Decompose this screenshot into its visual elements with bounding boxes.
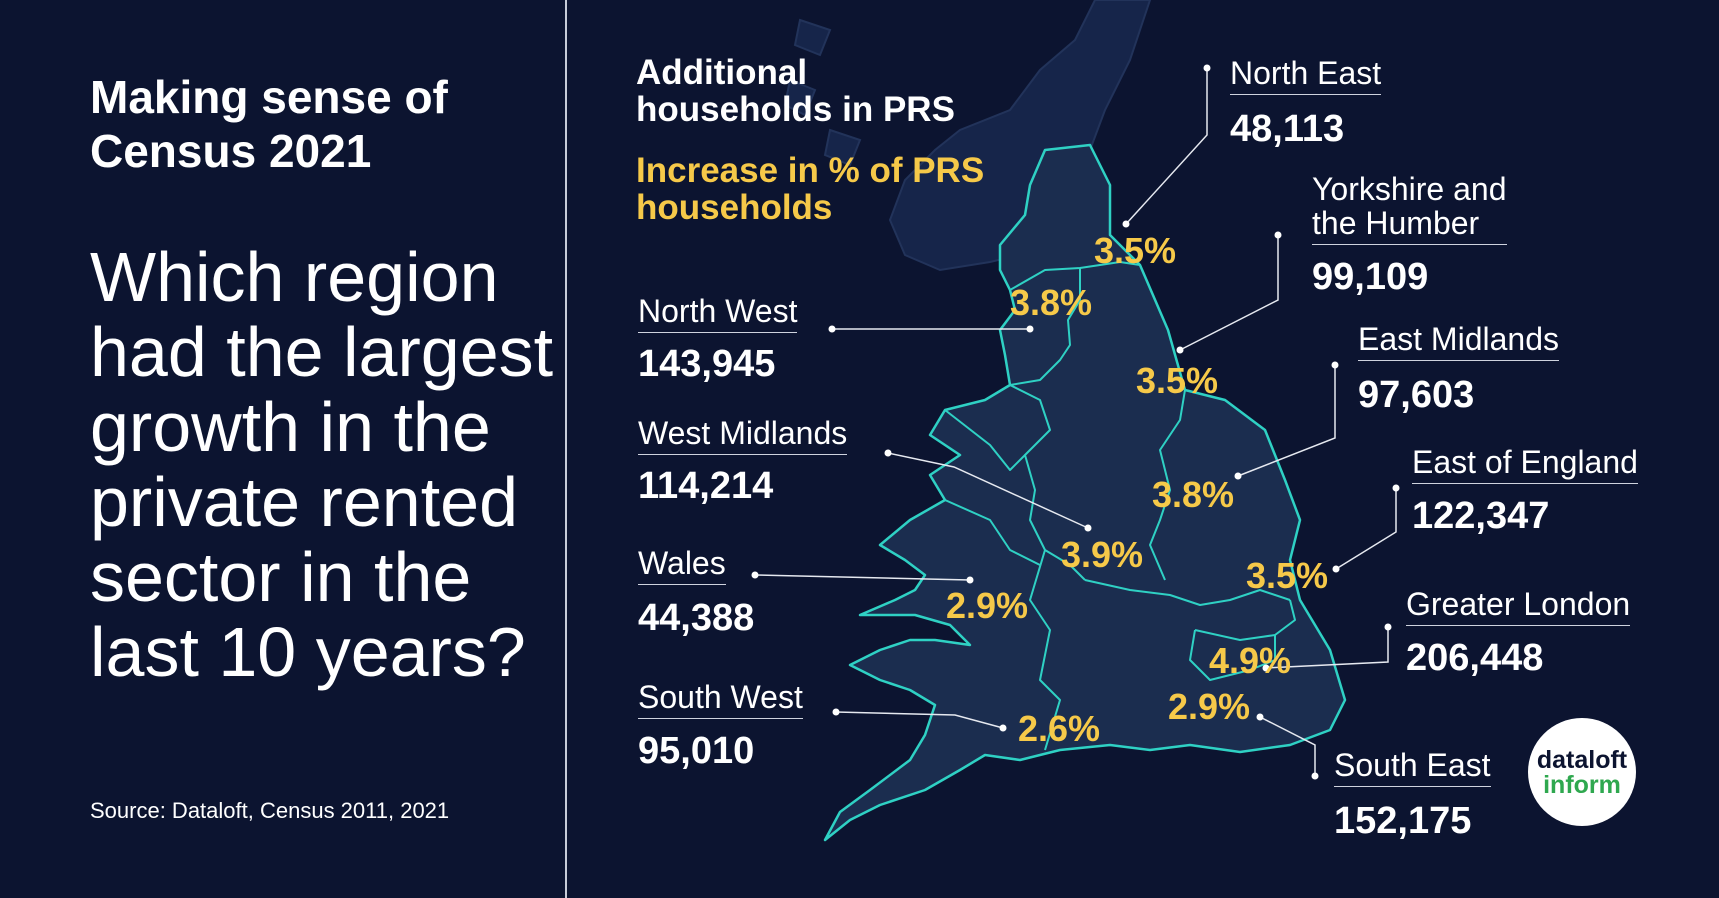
region-name-north-east: North East <box>1230 56 1382 95</box>
left-panel: Making sense of Census 2021 Which region… <box>0 0 565 898</box>
region-households-east-midlands: 97,603 <box>1358 374 1475 416</box>
region-pct-wales: 2.9% <box>946 585 1029 626</box>
region-pct-south-west: 2.6% <box>1018 708 1101 749</box>
region-pct-south-east: 2.9% <box>1168 686 1251 727</box>
region-households-south-east: 152,175 <box>1334 800 1472 842</box>
region-households-yorkshire: 99,109 <box>1312 256 1429 298</box>
region-name-greater-london: Greater London <box>1406 587 1631 626</box>
question-headline: Which region had the largest growth in t… <box>90 238 554 691</box>
england-wales-map <box>751 0 1400 842</box>
region-households-north-east: 48,113 <box>1230 108 1345 150</box>
legend-household-count: Additional households in PRS <box>636 53 955 129</box>
region-name-east-midlands: East Midlands <box>1358 322 1559 361</box>
logo-wordmark-bottom: inform <box>1543 771 1621 799</box>
region-households-north-west: 143,945 <box>638 343 776 385</box>
region-households-south-west: 95,010 <box>638 730 755 772</box>
region-pct-greater-london: 4.9% <box>1209 640 1292 681</box>
region-pct-east-of-england: 3.5% <box>1246 555 1329 596</box>
region-pct-west-midlands: 3.9% <box>1061 534 1144 575</box>
region-name-east-of-england: East of England <box>1412 445 1638 484</box>
legend-percent-increase: Increase in % of PRS households <box>636 151 985 227</box>
region-pct-east-midlands: 3.8% <box>1152 474 1235 515</box>
source-note: Source: Dataloft, Census 2011, 2021 <box>90 798 450 823</box>
region-name-north-west: North West <box>638 294 798 333</box>
region-name-south-east: South East <box>1334 748 1491 787</box>
dataloft-inform-logo: dataloft inform <box>1528 718 1636 826</box>
region-households-east-of-england: 122,347 <box>1412 495 1550 537</box>
region-pct-north-west: 3.8% <box>1010 282 1093 323</box>
region-name-south-west: South West <box>638 680 803 719</box>
region-pct-yorkshire: 3.5% <box>1136 360 1219 401</box>
region-households-wales: 44,388 <box>638 597 755 639</box>
logo-wordmark-top: dataloft <box>1536 746 1628 774</box>
region-name-wales: Wales <box>638 546 726 585</box>
region-pct-north-east: 3.5% <box>1094 230 1177 271</box>
region-households-west-midlands: 114,214 <box>638 465 774 507</box>
scotland-islands <box>783 18 862 167</box>
region-name-yorkshire: Yorkshire and the Humber <box>1312 172 1507 245</box>
region-households-greater-london: 206,448 <box>1406 637 1544 679</box>
kicker-title: Making sense of Census 2021 <box>90 71 448 177</box>
divider <box>565 0 567 898</box>
leader-dots <box>751 64 1400 780</box>
leader-lines <box>754 68 1397 776</box>
region-name-west-midlands: West Midlands <box>638 416 848 455</box>
region-borders <box>944 261 1296 751</box>
